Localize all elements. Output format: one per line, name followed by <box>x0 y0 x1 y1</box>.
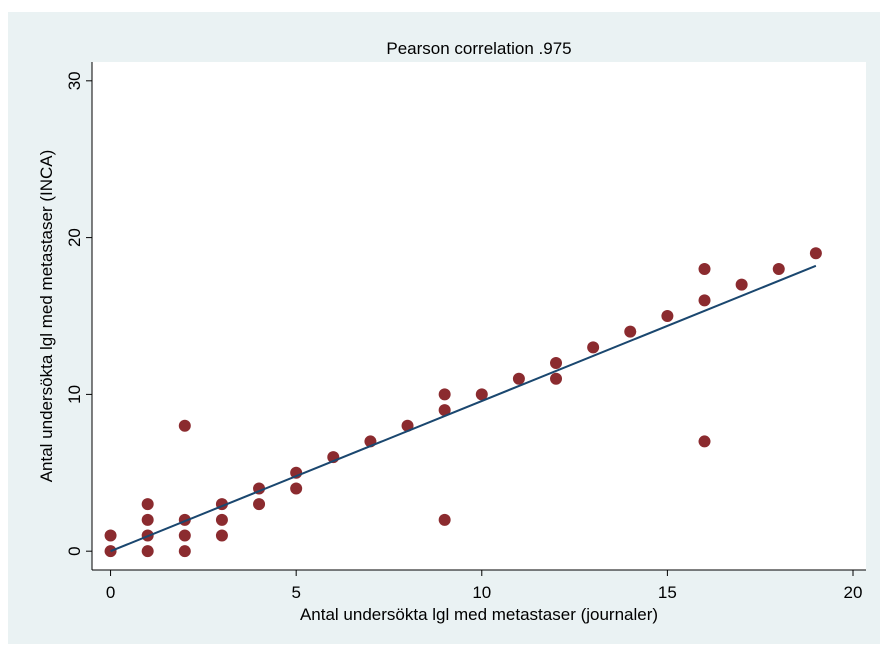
point <box>215 529 228 542</box>
x-tick-label: 20 <box>844 583 863 602</box>
point <box>141 545 154 558</box>
y-tick-label: 30 <box>65 71 84 90</box>
point <box>550 357 563 370</box>
point <box>438 404 451 417</box>
point <box>438 513 451 526</box>
y-tick-label: 10 <box>65 385 84 404</box>
point <box>772 262 785 275</box>
point <box>178 529 191 542</box>
point <box>550 372 563 385</box>
point <box>104 529 117 542</box>
y-tick-label: 0 <box>65 546 84 555</box>
point <box>587 341 600 354</box>
x-tick-label: 15 <box>658 583 677 602</box>
point <box>698 262 711 275</box>
point <box>141 513 154 526</box>
point <box>178 545 191 558</box>
y-tick-label: 20 <box>65 228 84 247</box>
point <box>512 372 525 385</box>
point <box>141 498 154 511</box>
plot-area <box>92 62 866 570</box>
x-axis-label: Antal undersökta lgl med metastaser (jou… <box>300 605 658 624</box>
x-tick-label: 10 <box>472 583 491 602</box>
point <box>624 325 637 338</box>
point <box>178 419 191 432</box>
point <box>290 482 303 495</box>
point <box>475 388 488 401</box>
point <box>735 278 748 291</box>
point <box>215 513 228 526</box>
fit-line <box>110 264 817 553</box>
point <box>253 498 266 511</box>
x-tick-label: 0 <box>106 583 115 602</box>
point <box>698 435 711 448</box>
chart-title: Pearson correlation .975 <box>386 39 571 58</box>
y-axis-label: Antal undersökta lgl med metastaser (INC… <box>37 150 56 483</box>
point <box>809 247 822 260</box>
point <box>661 310 674 322</box>
x-tick-label: 5 <box>291 583 300 602</box>
point <box>698 294 711 307</box>
point <box>438 388 451 401</box>
